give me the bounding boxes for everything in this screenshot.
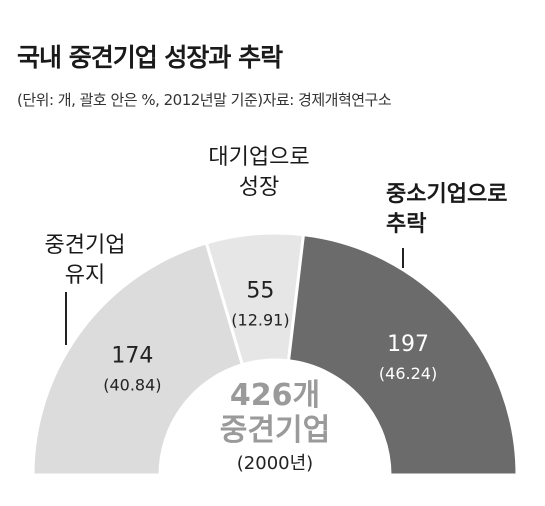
slice-1 — [31, 241, 245, 477]
slice-label-3-line-1: 중소기업으로 — [386, 182, 507, 207]
slice-3 — [286, 233, 519, 477]
slice-label-1-line-2: 유지 — [65, 263, 105, 288]
slice-percent-2: (12.91) — [231, 311, 289, 330]
chart-title: 국내 중견기업 성장과 추락 — [17, 43, 283, 72]
slice-label-3-line-2: 추락 — [386, 212, 426, 237]
slice-value-2: 55 — [246, 279, 274, 304]
slice-label-1-line-1: 중견기업 — [45, 233, 126, 258]
center-total: 426개 — [230, 378, 320, 413]
slice-label-2-line-1: 대기업으로 — [208, 145, 309, 170]
slice-percent-3: (46.24) — [379, 364, 437, 383]
slice-value-1: 174 — [111, 343, 153, 368]
slice-percent-1: (40.84) — [103, 375, 161, 394]
slice-label-2-line-2: 성장 — [239, 175, 279, 200]
center-label: 중견기업 — [220, 413, 330, 448]
center-note: (2000년) — [237, 453, 313, 474]
chart-subtitle: (단위: 개, 괄호 안은 %, 2012년말 기준)자료: 경제개혁연구소 — [17, 91, 392, 109]
slice-value-3: 197 — [387, 332, 429, 357]
